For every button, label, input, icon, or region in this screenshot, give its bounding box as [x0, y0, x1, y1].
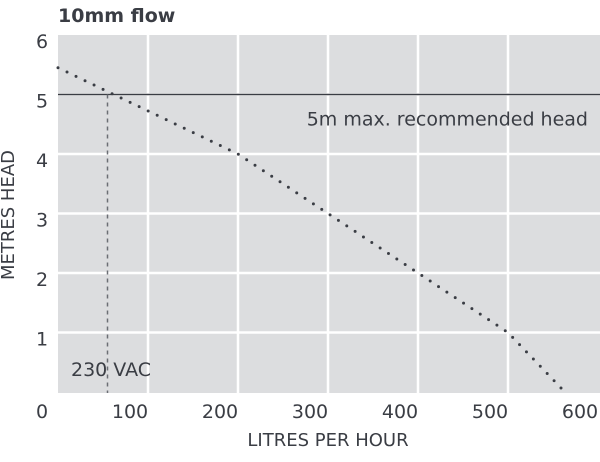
x-axis-label: LITRES PER HOUR — [247, 430, 408, 451]
x-tick-label: 600 — [562, 401, 598, 423]
x-tick-label: 100 — [112, 401, 148, 423]
x-tick-label: 500 — [472, 401, 508, 423]
y-tick-label: 4 — [36, 150, 48, 172]
x-tick-label: 200 — [202, 401, 238, 423]
x-tick-label: 400 — [382, 401, 418, 423]
reference-line-label: 5m max. recommended head — [307, 109, 588, 131]
y-axis-label: METRES HEAD — [0, 150, 19, 280]
y-tick-label: 1 — [36, 329, 48, 351]
y-tick-label: 3 — [36, 210, 48, 232]
x-tick-label: 0 — [36, 401, 48, 423]
chart-title: 10mm flow — [58, 5, 175, 27]
y-tick-label: 6 — [36, 31, 48, 53]
series-annotation: 230 VAC — [71, 359, 151, 381]
x-tick-label: 300 — [292, 401, 328, 423]
y-tick-label: 2 — [36, 269, 48, 291]
y-tick-label: 5 — [36, 91, 48, 113]
